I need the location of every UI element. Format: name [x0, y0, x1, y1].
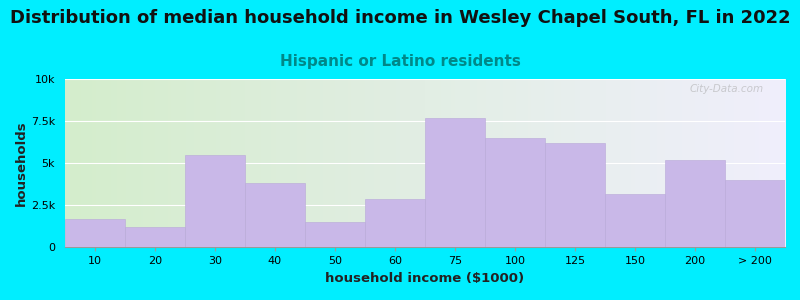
Bar — [305, 222, 365, 248]
Bar — [425, 118, 485, 248]
Bar — [545, 143, 605, 248]
Text: Hispanic or Latino residents: Hispanic or Latino residents — [279, 54, 521, 69]
Y-axis label: households: households — [15, 120, 28, 206]
Text: City-Data.com: City-Data.com — [690, 84, 763, 94]
Bar — [365, 199, 425, 248]
Bar — [665, 160, 725, 248]
Bar — [605, 194, 665, 247]
Bar — [125, 227, 185, 247]
Bar — [245, 183, 305, 247]
Bar — [725, 180, 785, 248]
Bar — [65, 219, 125, 247]
X-axis label: household income ($1000): household income ($1000) — [326, 272, 525, 285]
Bar — [185, 155, 245, 248]
Bar — [485, 138, 545, 248]
Text: Distribution of median household income in Wesley Chapel South, FL in 2022: Distribution of median household income … — [10, 9, 790, 27]
